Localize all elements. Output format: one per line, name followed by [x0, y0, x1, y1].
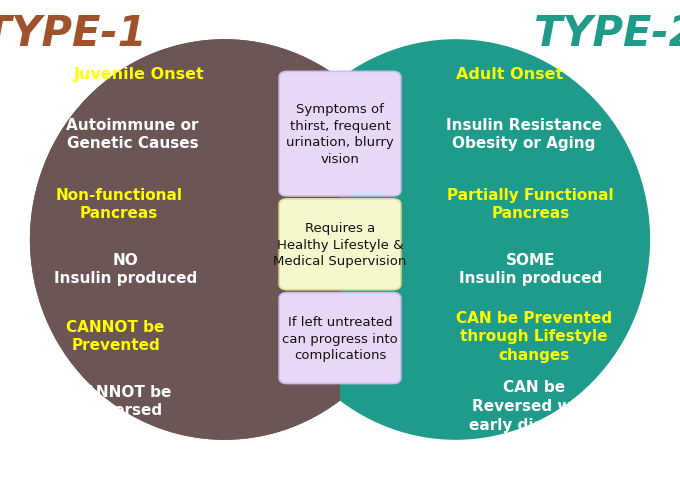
FancyBboxPatch shape — [279, 293, 401, 384]
Text: SOME
Insulin produced: SOME Insulin produced — [459, 252, 602, 286]
Text: Requires a
Healthy Lifestyle &
Medical Supervision: Requires a Healthy Lifestyle & Medical S… — [273, 222, 407, 268]
Text: NO
Insulin produced: NO Insulin produced — [54, 252, 197, 286]
Text: CAN be
Reversed with
early diagnosis: CAN be Reversed with early diagnosis — [469, 380, 599, 432]
Text: CAN be Prevented
through Lifestyle
changes: CAN be Prevented through Lifestyle chang… — [456, 310, 612, 362]
Text: TYPE-2: TYPE-2 — [534, 12, 680, 55]
Text: If left untreated
can progress into
complications: If left untreated can progress into comp… — [282, 315, 398, 361]
Text: Insulin Resistance
Obesity or Aging: Insulin Resistance Obesity or Aging — [445, 118, 602, 151]
FancyBboxPatch shape — [279, 200, 401, 290]
Text: CANNOT be
Reversed: CANNOT be Reversed — [73, 384, 171, 418]
Text: CANNOT be
Prevented: CANNOT be Prevented — [67, 319, 165, 353]
Text: Partially Functional
Pancreas: Partially Functional Pancreas — [447, 187, 614, 221]
Text: TYPE-1: TYPE-1 — [0, 12, 146, 55]
Ellipse shape — [262, 41, 649, 439]
FancyBboxPatch shape — [279, 72, 401, 197]
Ellipse shape — [31, 41, 418, 439]
Text: Symptoms of
thirst, frequent
urination, blurry
vision: Symptoms of thirst, frequent urination, … — [286, 103, 394, 166]
Ellipse shape — [31, 41, 418, 439]
Text: Adult Onset: Adult Onset — [456, 67, 564, 82]
Text: Non-functional
Pancreas: Non-functional Pancreas — [56, 187, 182, 221]
Text: Juvenile Onset: Juvenile Onset — [74, 67, 205, 82]
Text: Autoimmune or
Genetic Causes: Autoimmune or Genetic Causes — [67, 118, 199, 151]
